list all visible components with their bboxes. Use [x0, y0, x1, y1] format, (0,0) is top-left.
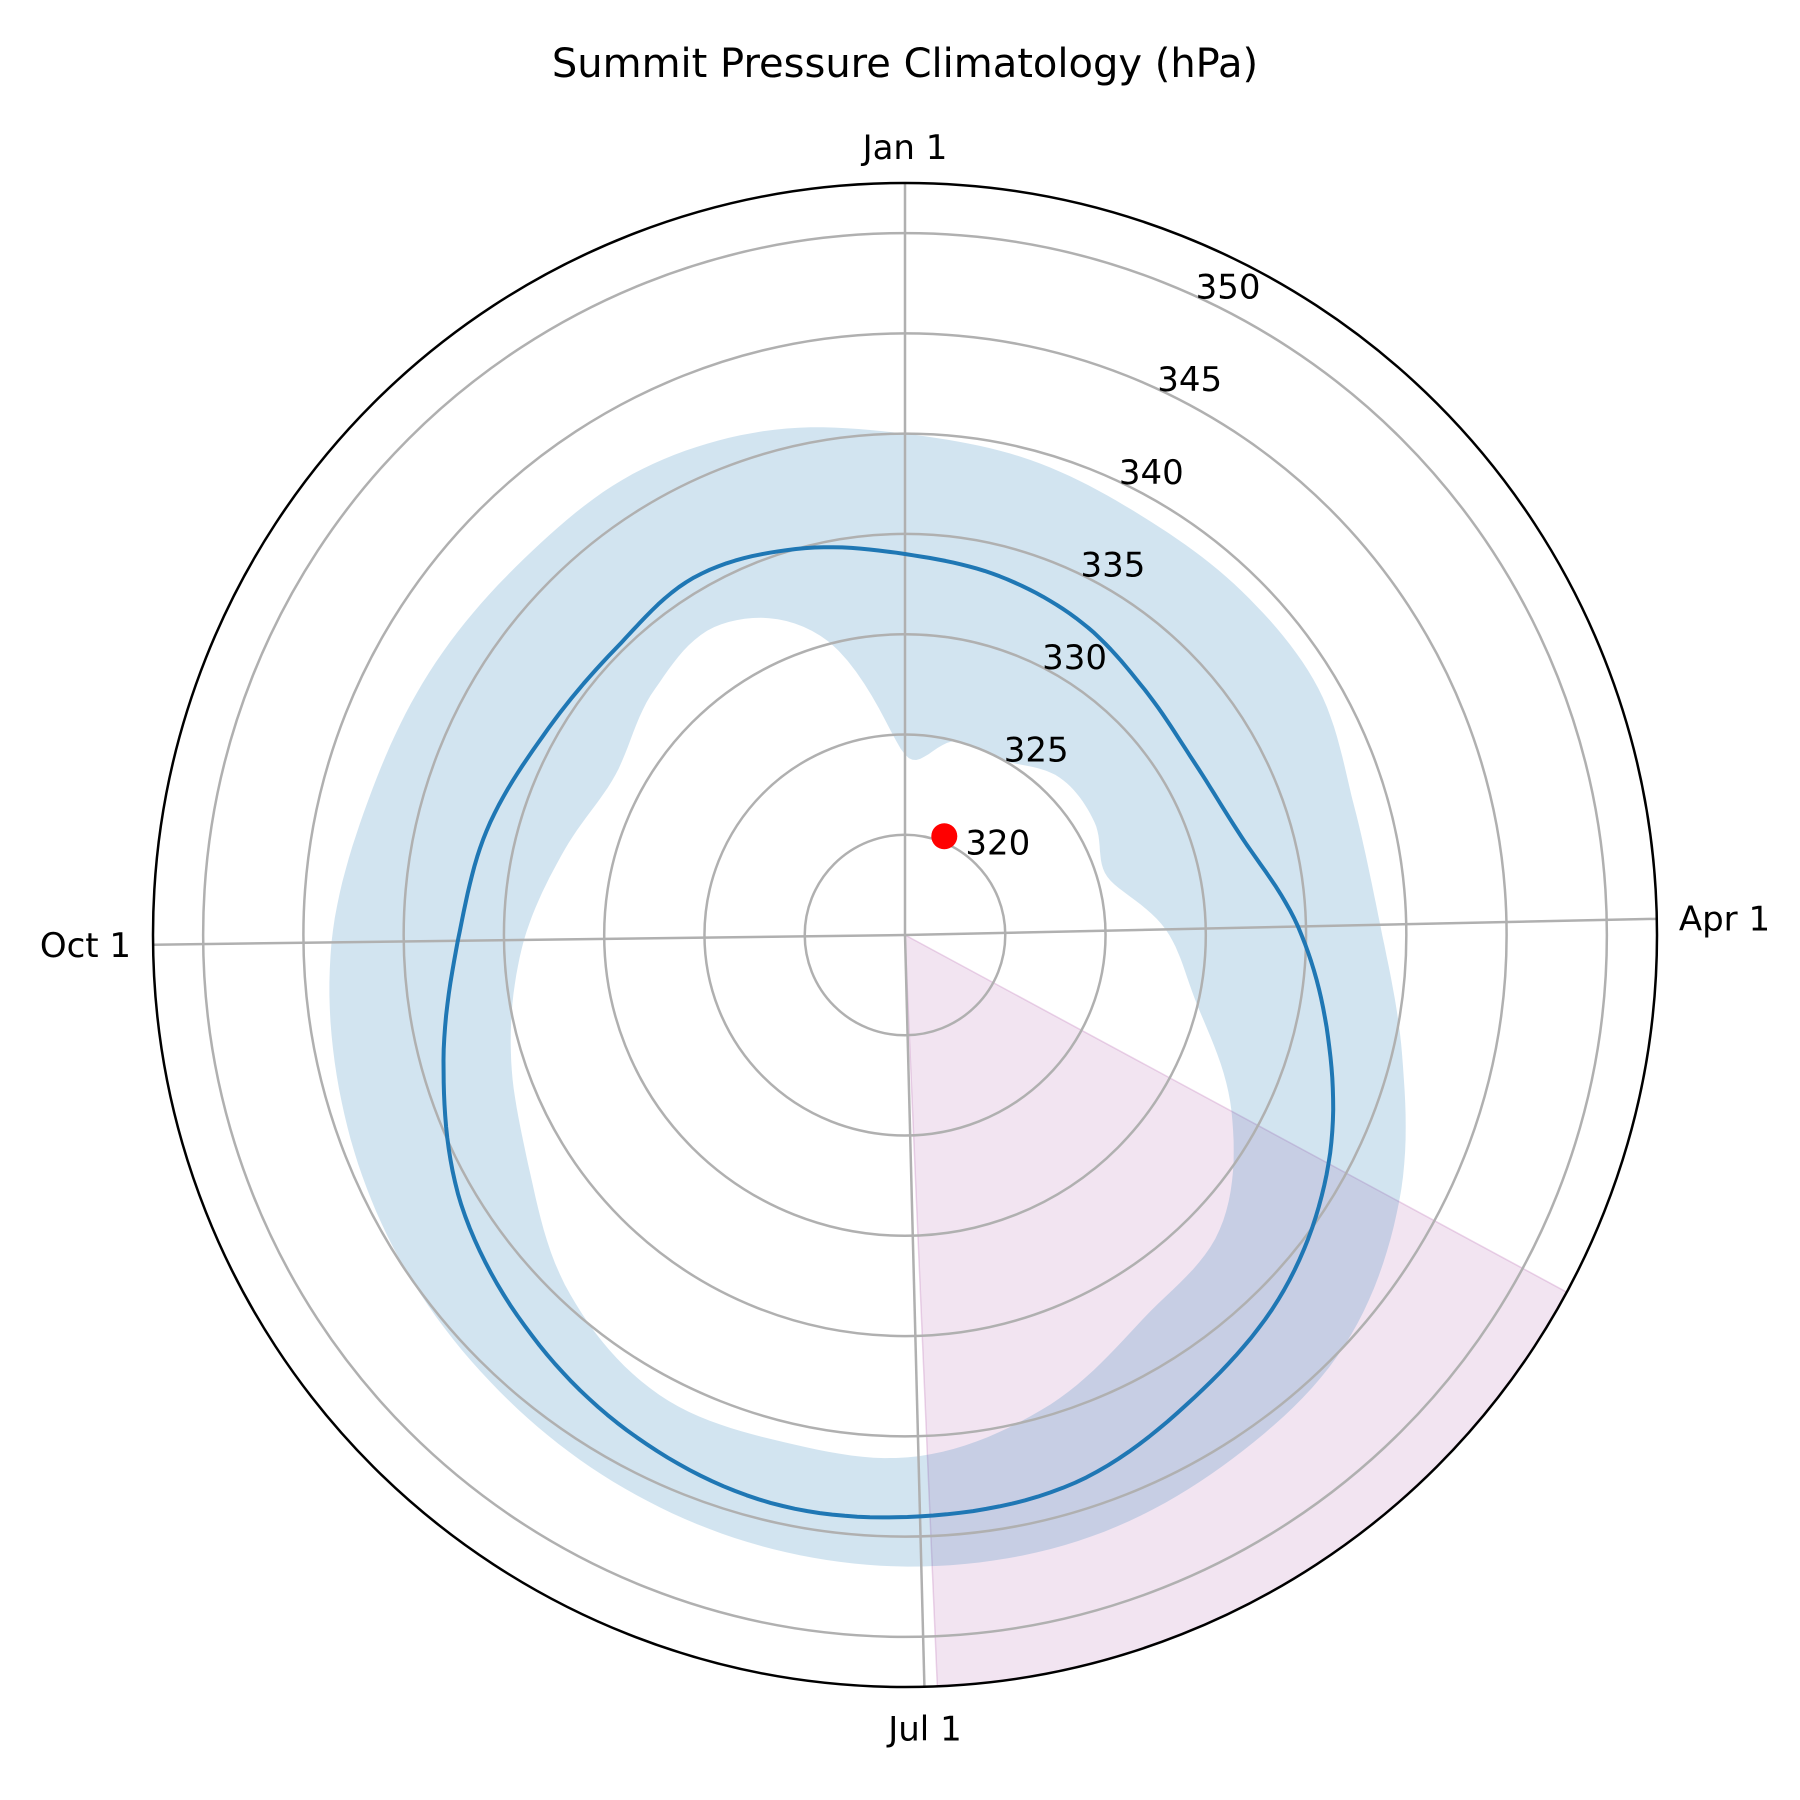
current-value-marker — [931, 823, 958, 850]
angular-gridline — [904, 917, 1657, 937]
angular-gridline — [903, 934, 926, 1687]
chart-title: Summit Pressure Climatology (hPa) — [552, 41, 1258, 87]
radial-tick-label: 325 — [1004, 731, 1069, 771]
mean-pressure-line — [441, 545, 1336, 1520]
radial-tick-label: 350 — [1196, 268, 1261, 308]
radial-tick-labels: 320 325 330 335 340 345 350 — [965, 268, 1260, 864]
angular-gridline — [153, 933, 906, 946]
radial-tick-label: 320 — [965, 823, 1030, 863]
range-band — [329, 427, 1406, 1567]
radial-tick-label: 335 — [1080, 545, 1145, 585]
polar-outer-frame — [151, 181, 1659, 1689]
radial-tick-label: 340 — [1119, 453, 1184, 493]
range-band-layer — [329, 427, 1406, 1567]
theta-tick-label: Jul 1 — [886, 1710, 961, 1750]
theta-tick-label: Jan 1 — [861, 128, 948, 168]
theta-tick-label: Apr 1 — [1679, 899, 1770, 939]
marker-layer — [931, 823, 958, 850]
radial-tick-label: 345 — [1157, 360, 1222, 400]
mean-line-layer — [441, 545, 1336, 1520]
radial-tick-label: 330 — [1042, 638, 1107, 678]
grid-layer — [153, 183, 1657, 1687]
theta-tick-labels: Jan 1 Apr 1 Jul 1 Oct 1 — [40, 128, 1770, 1750]
theta-tick-label: Oct 1 — [40, 926, 131, 966]
